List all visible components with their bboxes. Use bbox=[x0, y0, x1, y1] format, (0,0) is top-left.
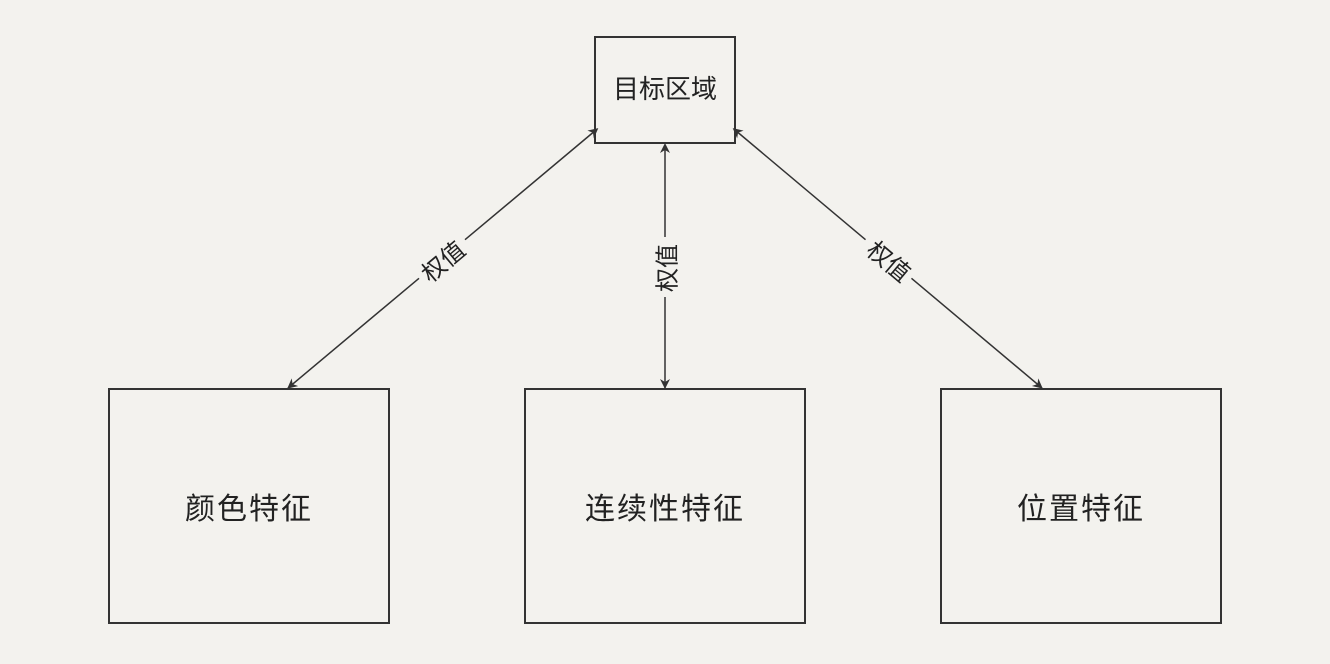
edge-label-center: 权值 bbox=[648, 242, 683, 294]
edge-label-left: 权值 bbox=[411, 230, 473, 290]
node-target-region-label: 目标区域 bbox=[613, 72, 717, 108]
node-position-feature-label: 位置特征 bbox=[1017, 484, 1145, 528]
edge-label-right: 权值 bbox=[859, 230, 921, 290]
node-target-region: 目标区域 bbox=[594, 36, 736, 144]
node-position-feature: 位置特征 bbox=[940, 388, 1222, 624]
node-color-feature-label: 颜色特征 bbox=[185, 484, 313, 528]
node-color-feature: 颜色特征 bbox=[108, 388, 390, 624]
node-continuity-feature: 连续性特征 bbox=[524, 388, 806, 624]
node-continuity-feature-label: 连续性特征 bbox=[585, 484, 745, 528]
